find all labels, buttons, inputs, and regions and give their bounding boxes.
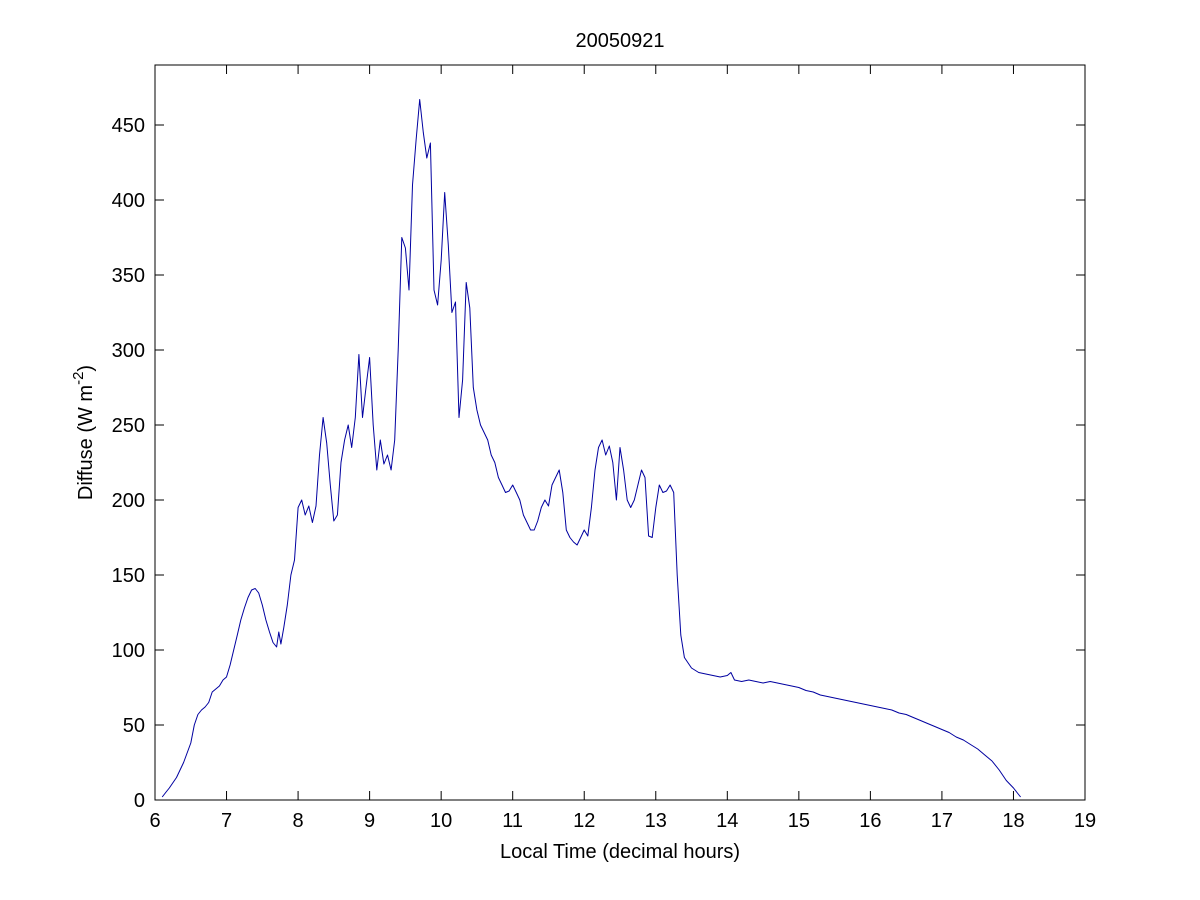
x-tick-label: 6 — [149, 810, 160, 832]
x-tick-label: 13 — [645, 810, 667, 832]
x-tick-label: 7 — [221, 810, 232, 832]
x-tick-label: 12 — [573, 810, 595, 832]
plot-box — [154, 64, 1086, 801]
y-tick-label: 450 — [112, 115, 145, 137]
chart-title: 20050921 — [576, 30, 665, 52]
data-line — [161, 99, 1021, 798]
x-tick-label: 14 — [716, 810, 738, 832]
y-tick-label: 200 — [112, 490, 145, 512]
x-tick-label: 9 — [364, 810, 375, 832]
y-tick-label: 100 — [112, 640, 145, 662]
x-tick-label: 11 — [502, 810, 523, 832]
x-tick-label: 15 — [788, 810, 810, 832]
x-tick-label: 10 — [430, 810, 452, 832]
y-tick-label: 400 — [112, 190, 145, 212]
x-tick-label: 18 — [1002, 810, 1024, 832]
y-tick-label: 50 — [123, 715, 145, 737]
y-tick-label: 250 — [112, 415, 145, 437]
x-tick-label: 19 — [1074, 810, 1096, 832]
y-tick-label: 0 — [134, 790, 145, 812]
y-tick-label: 300 — [112, 340, 145, 362]
x-tick-label: 16 — [859, 810, 881, 832]
y-tick-label: 150 — [112, 565, 145, 587]
y-axis-label: Diffuse (W m-2) — [70, 365, 97, 500]
x-axis-label: Local Time (decimal hours) — [500, 841, 740, 863]
x-tick-label: 17 — [931, 810, 953, 832]
y-tick-label: 350 — [112, 265, 145, 287]
x-tick-label: 8 — [293, 810, 304, 832]
